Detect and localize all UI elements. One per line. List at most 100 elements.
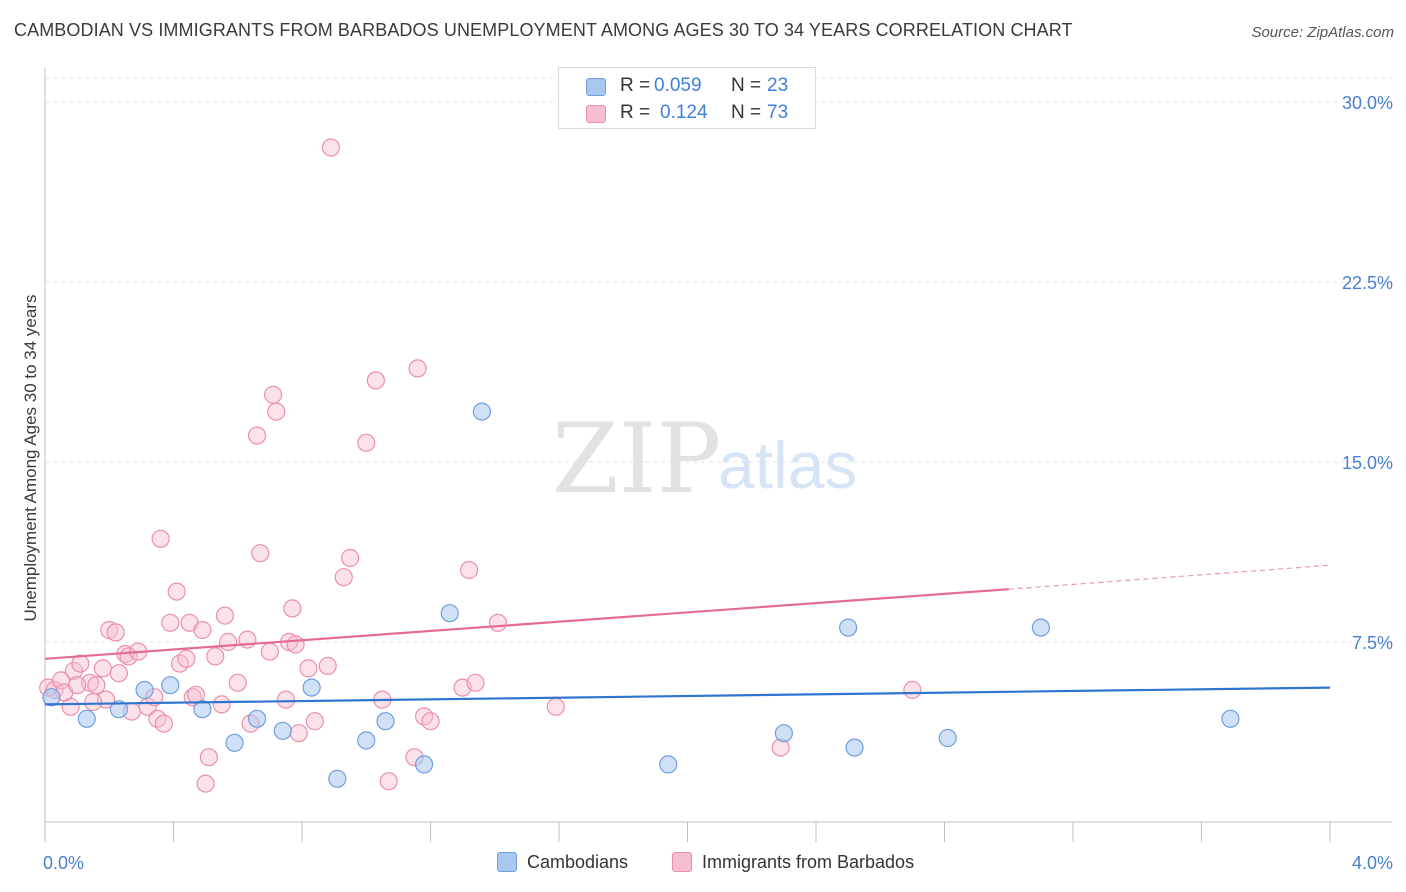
point-barbados — [379, 772, 398, 791]
point-barbados — [466, 673, 485, 692]
point-cambodians — [440, 604, 459, 623]
point-barbados — [151, 529, 170, 548]
point-barbados — [93, 659, 112, 678]
bottom-legend-swatch-blue — [497, 852, 517, 872]
legend-n-label: N = — [731, 75, 762, 96]
watermark-atlas: atlas — [718, 428, 857, 502]
point-cambodians — [659, 755, 678, 774]
point-barbados — [903, 680, 922, 700]
point-barbados — [546, 697, 565, 716]
point-cambodians — [774, 724, 793, 743]
point-barbados — [334, 568, 353, 587]
trend-lines — [44, 564, 1331, 706]
legend-row-barbados: R = 0.124 N = 73 — [559, 101, 815, 127]
legend-swatch-blue — [586, 78, 606, 96]
point-cambodians — [1031, 618, 1050, 637]
point-cambodians — [1221, 709, 1240, 728]
point-barbados — [154, 714, 173, 733]
point-cambodians — [376, 712, 395, 731]
point-cambodians — [938, 728, 957, 748]
point-barbados — [260, 642, 279, 661]
bottom-legend-label: Immigrants from Barbados — [702, 852, 915, 872]
point-barbados — [68, 676, 87, 695]
point-barbados — [212, 695, 231, 714]
point-barbados — [289, 724, 308, 743]
point-barbados — [459, 560, 479, 580]
point-cambodians — [109, 700, 128, 719]
legend-row-cambodians: R = 0.059 N = 23 — [559, 74, 815, 100]
trend-line-barbados — [44, 588, 1009, 660]
legend-r-label: R = — [620, 102, 651, 123]
point-barbados — [247, 426, 267, 445]
legend-n-label: N = — [731, 102, 762, 123]
point-cambodians — [839, 618, 858, 637]
point-barbados — [177, 649, 196, 668]
bottom-legend-swatch-pink — [672, 852, 692, 872]
legend-r-value: 0.124 — [660, 102, 708, 123]
point-cambodians — [357, 731, 376, 750]
point-barbados — [87, 676, 106, 695]
point-barbados — [196, 774, 215, 793]
point-cambodians — [247, 709, 267, 728]
tick-labels: 7.5% 15.0% 22.5% 30.0% 0.0% 4.0% — [43, 93, 1393, 873]
point-barbados — [263, 385, 283, 404]
point-cambodians — [273, 721, 292, 740]
legend-n-value: 23 — [767, 75, 789, 96]
trend-line-barbados-extrapolated — [1008, 564, 1331, 590]
point-cambodians — [161, 676, 180, 695]
point-barbados — [408, 359, 427, 378]
y-tick-label: 22.5% — [1342, 273, 1393, 293]
point-barbados — [341, 548, 360, 568]
watermark: ZIP atlas — [552, 403, 857, 515]
point-barbados — [318, 656, 337, 676]
y-tick-label: 7.5% — [1352, 633, 1393, 653]
point-barbados — [357, 433, 376, 452]
chart-title: CAMBODIAN VS IMMIGRANTS FROM BARBADOS UN… — [14, 20, 1073, 40]
point-cambodians — [845, 738, 864, 757]
point-barbados — [64, 661, 84, 680]
bottom-legend-barbados: Immigrants from Barbados — [672, 852, 914, 876]
point-cambodians — [77, 709, 96, 728]
point-barbados — [276, 690, 296, 709]
point-barbados — [71, 654, 90, 673]
point-barbados — [106, 623, 125, 642]
bottom-legend-cambodians: Cambodians — [497, 852, 628, 876]
correlation-legend: R = 0.059 N = 23 R = 0.124 N = 73 — [558, 67, 816, 129]
point-cambodians — [472, 402, 491, 421]
point-cambodians — [225, 733, 244, 752]
legend-n-value: 73 — [767, 102, 789, 123]
series-cambodians-points — [42, 402, 1240, 788]
point-barbados — [206, 647, 225, 666]
point-cambodians — [193, 700, 212, 719]
point-barbados — [286, 635, 305, 654]
point-barbados — [219, 632, 238, 652]
point-cambodians — [328, 769, 347, 788]
source-label: Source: ZipAtlas.com — [1251, 24, 1394, 41]
point-barbados — [251, 544, 270, 563]
point-barbados — [228, 673, 247, 692]
point-barbados — [283, 599, 302, 618]
point-barbados — [193, 620, 212, 640]
point-barbados — [109, 664, 128, 683]
point-cambodians — [302, 678, 321, 697]
point-cambodians — [135, 680, 154, 700]
point-barbados — [84, 692, 103, 712]
legend-r-value: 0.059 — [654, 75, 702, 96]
trend-line-cambodians — [44, 686, 1331, 706]
y-tick-label: 15.0% — [1342, 453, 1393, 473]
point-barbados — [305, 712, 324, 731]
point-barbados — [167, 582, 186, 601]
point-barbados — [199, 748, 218, 767]
point-cambodians — [414, 755, 434, 774]
point-cambodians — [42, 688, 61, 707]
point-barbados — [267, 402, 286, 421]
bottom-legend-label: Cambodians — [527, 852, 629, 872]
point-barbados — [215, 606, 234, 625]
legend-swatch-pink — [586, 105, 606, 123]
legend-r-label: R = — [620, 75, 651, 96]
grid-lines — [45, 77, 1392, 643]
point-barbados — [421, 712, 440, 731]
x-tick-label: 4.0% — [1352, 853, 1393, 873]
point-barbados — [299, 659, 318, 678]
